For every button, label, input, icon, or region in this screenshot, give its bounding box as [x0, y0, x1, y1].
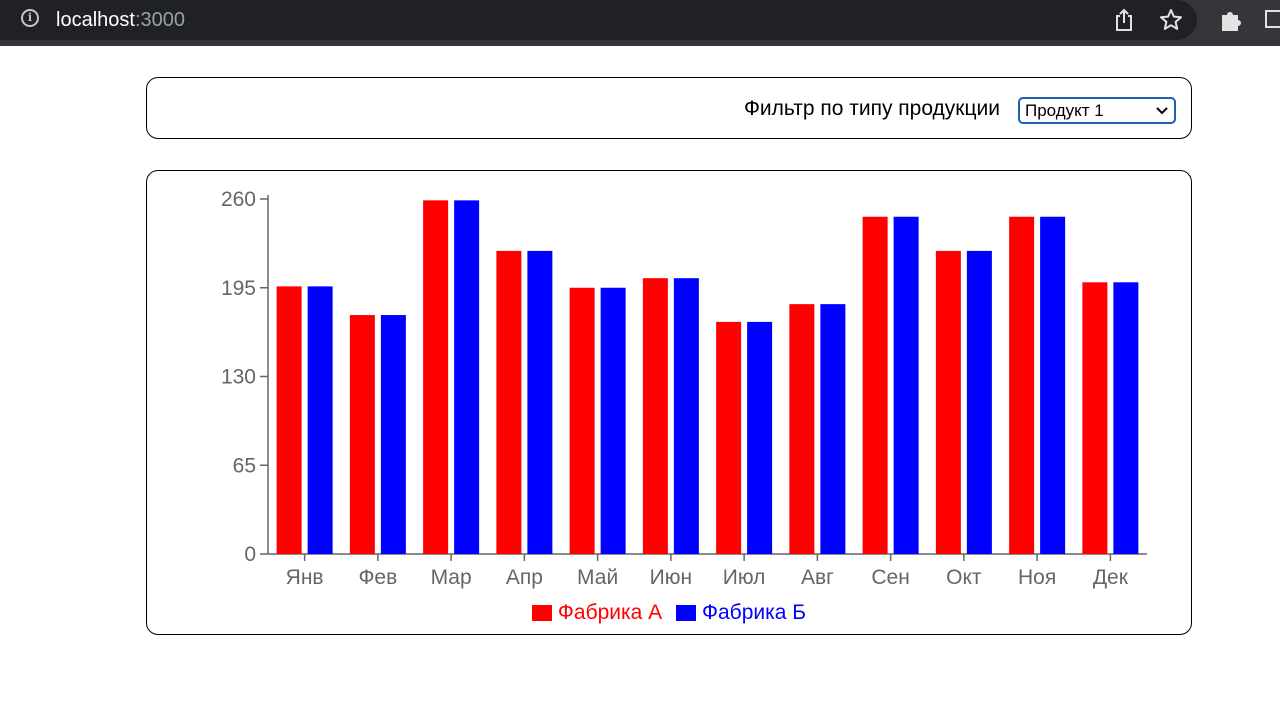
x-tick-label: Июл [723, 566, 766, 589]
chart-panel: 0 65 130 195 260 Янв Фев Мар Апр Май Июн Июл Авг Сен О… [146, 170, 1192, 635]
x-tick-label: Ноя [1018, 566, 1056, 589]
bar-series-a [789, 304, 815, 554]
bar-series-a [642, 278, 668, 554]
bar-series-a [862, 216, 888, 554]
legend-swatch-b [676, 605, 697, 621]
x-tick-label: Май [577, 566, 618, 589]
address-bar[interactable]: i localhost:3000 [0, 0, 1197, 40]
bar-series-a [496, 250, 522, 554]
y-tick-label: 260 [221, 188, 256, 211]
legend-swatch-a [531, 605, 552, 621]
bar-series-a [276, 286, 302, 554]
bar-series-b [820, 304, 846, 554]
legend-label-a: Фабрика А [557, 601, 663, 624]
x-tick-label: Окт [946, 566, 982, 589]
filter-label: Фильтр по типу продукции [743, 97, 1000, 120]
bar-series-b [600, 287, 626, 554]
bar-series-b [1113, 282, 1139, 554]
bar-series-b [966, 250, 992, 554]
legend-label-b: Фабрика Б [702, 601, 807, 624]
chevron-down-icon [1156, 107, 1168, 115]
bar-series-b [454, 200, 480, 554]
bar-series-b [747, 321, 773, 554]
bar-series-b [527, 250, 553, 554]
y-tick-label: 65 [233, 454, 256, 477]
y-tick-label: 130 [221, 366, 256, 389]
x-tick-label: Июн [650, 566, 692, 589]
product-type-select[interactable]: Продукт 1 [1018, 97, 1176, 124]
x-tick-label: Мар [431, 566, 472, 589]
bar-series-a [569, 287, 595, 554]
url-text[interactable]: localhost:3000 [56, 8, 185, 32]
url-host: localhost [56, 9, 135, 31]
info-icon[interactable]: i [21, 9, 39, 27]
x-tick-label: Сен [871, 566, 909, 589]
bar-chart: 0 65 130 195 260 Янв Фев Мар Апр Май Июн Июл Авг Сен О… [221, 188, 1147, 589]
share-icon[interactable] [1111, 7, 1137, 33]
bar-series-a [423, 200, 449, 554]
x-tick-label: Фев [358, 566, 397, 589]
y-tick-label: 195 [221, 277, 256, 300]
bar-series-b [1040, 216, 1066, 554]
bar-series-b [380, 315, 406, 554]
bar-series-b [893, 216, 919, 554]
side-panel-icon[interactable] [1264, 8, 1280, 30]
bar-series-a [349, 315, 375, 554]
bar-series-a [716, 321, 742, 554]
legend-item-a[interactable]: Фабрика А [531, 600, 663, 626]
x-tick-label: Авг [801, 566, 834, 589]
legend-item-b[interactable]: Фабрика Б [676, 600, 806, 626]
url-port: :3000 [134, 9, 185, 31]
browser-toolbar: i localhost:3000 [0, 0, 1280, 46]
y-tick-label: 0 [244, 543, 256, 566]
bar-series-b [673, 278, 699, 554]
filter-panel: Фильтр по типу продукции Продукт 1 [146, 77, 1192, 139]
extensions-puzzle-icon[interactable] [1217, 6, 1245, 34]
bar-series-a [1009, 216, 1035, 554]
product-type-value: Продукт 1 [1025, 101, 1104, 120]
chart-legend: Фабрика А Фабрика Б [147, 600, 1191, 626]
bookmark-star-icon[interactable] [1158, 7, 1184, 33]
bar-series-a [935, 250, 961, 554]
x-tick-label: Апр [506, 566, 543, 589]
x-tick-label: Янв [286, 566, 324, 589]
bar-series-a [1082, 282, 1108, 554]
bar-series-b [307, 286, 333, 554]
x-tick-label: Дек [1093, 566, 1129, 589]
